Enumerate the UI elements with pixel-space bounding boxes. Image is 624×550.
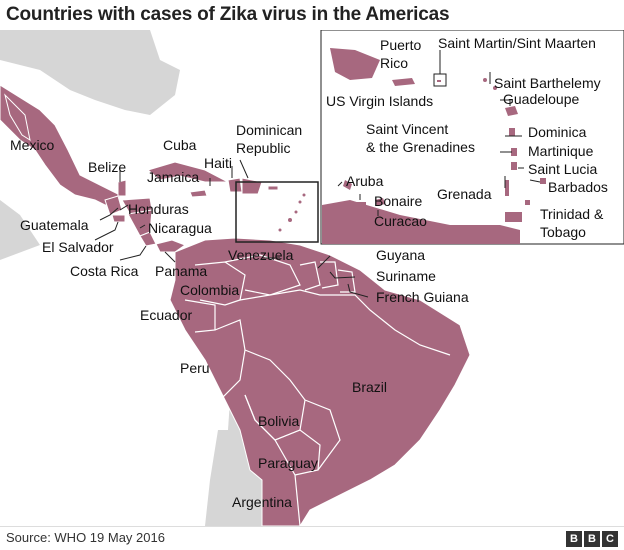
label-venezuela: Venezuela <box>228 247 294 263</box>
label-argentina: Argentina <box>232 494 292 510</box>
bbc-letter-3: C <box>602 531 618 547</box>
label-costa-rica: Costa Rica <box>70 263 139 279</box>
dominican-shape <box>241 177 263 195</box>
label-aruba: Aruba <box>346 173 384 189</box>
source-note: Source: WHO 19 May 2016 <box>6 530 165 545</box>
haiti-shape <box>227 177 243 193</box>
label-brazil: Brazil <box>352 379 387 395</box>
zika-map: Mexico Belize Cuba Jamaica Haiti Dominic… <box>0 30 624 526</box>
label-guatemala: Guatemala <box>20 217 89 233</box>
mexico-baja <box>4 93 31 142</box>
label-suriname: Suriname <box>376 268 436 284</box>
label-peru: Peru <box>180 360 210 376</box>
inset-puerto-rico <box>330 48 380 80</box>
label-rico: Rico <box>380 55 408 71</box>
label-french-guiana: French Guiana <box>376 289 469 305</box>
label-martinique: Martinique <box>528 143 594 159</box>
label-bonaire: Bonaire <box>374 193 422 209</box>
map-title: Countries with cases of Zika virus in th… <box>6 4 450 25</box>
label-grenadines: & the Grenadines <box>366 139 475 155</box>
label-el-salvador: El Salvador <box>42 239 114 255</box>
label-cuba: Cuba <box>163 137 197 153</box>
bbc-letter-1: B <box>566 531 582 547</box>
label-puerto: Puerto <box>380 37 421 53</box>
label-jamaica: Jamaica <box>147 169 199 185</box>
label-belize: Belize <box>88 159 126 175</box>
guatemala-shape <box>104 195 123 216</box>
label-nicaragua: Nicaragua <box>148 220 212 236</box>
belize-shape <box>117 179 127 197</box>
label-saint-lucia: Saint Lucia <box>528 161 597 177</box>
label-bolivia: Bolivia <box>258 413 299 429</box>
label-saint-martin: Saint Martin/Sint Maarten <box>438 35 596 51</box>
label-paraguay: Paraguay <box>258 455 318 471</box>
label-ecuador: Ecuador <box>140 307 192 323</box>
label-dominica: Dominica <box>528 124 587 140</box>
inset-venezuela-coast <box>322 200 520 244</box>
label-republic: Republic <box>236 140 290 156</box>
el-salvador-shape <box>111 214 126 223</box>
label-us-virgin-islands: US Virgin Islands <box>326 93 433 109</box>
panama-shape <box>155 239 187 253</box>
inset-guadeloupe <box>505 106 518 116</box>
label-colombia: Colombia <box>180 282 239 298</box>
label-trinidad: Trinidad & <box>540 206 604 222</box>
affected-countries <box>0 84 471 526</box>
footer-divider <box>0 526 624 527</box>
south-america-shape <box>169 237 471 526</box>
cuba-shape <box>146 161 229 183</box>
label-panama: Panama <box>155 263 207 279</box>
label-honduras: Honduras <box>128 201 189 217</box>
bbc-letter-2: B <box>584 531 600 547</box>
inset-panel <box>320 30 624 245</box>
bbc-logo: B B C <box>566 531 618 547</box>
label-haiti: Haiti <box>204 155 232 171</box>
label-dominican: Dominican <box>236 122 302 138</box>
inset-locator-box <box>235 181 319 243</box>
jamaica-shape <box>189 189 208 198</box>
label-mexico: Mexico <box>10 137 55 153</box>
label-barbados: Barbados <box>548 179 608 195</box>
label-curacao: Curacao <box>374 213 427 229</box>
label-grenada: Grenada <box>437 186 492 202</box>
label-guadeloupe: Guadeloupe <box>503 91 580 107</box>
label-saint-vincent: Saint Vincent <box>366 121 448 137</box>
country-borders <box>184 254 451 526</box>
label-tobago: Tobago <box>540 224 586 240</box>
label-saint-barthelemy: Saint Barthelemy <box>494 75 601 91</box>
label-guyana: Guyana <box>376 247 425 263</box>
puerto-rico-small <box>267 185 279 191</box>
